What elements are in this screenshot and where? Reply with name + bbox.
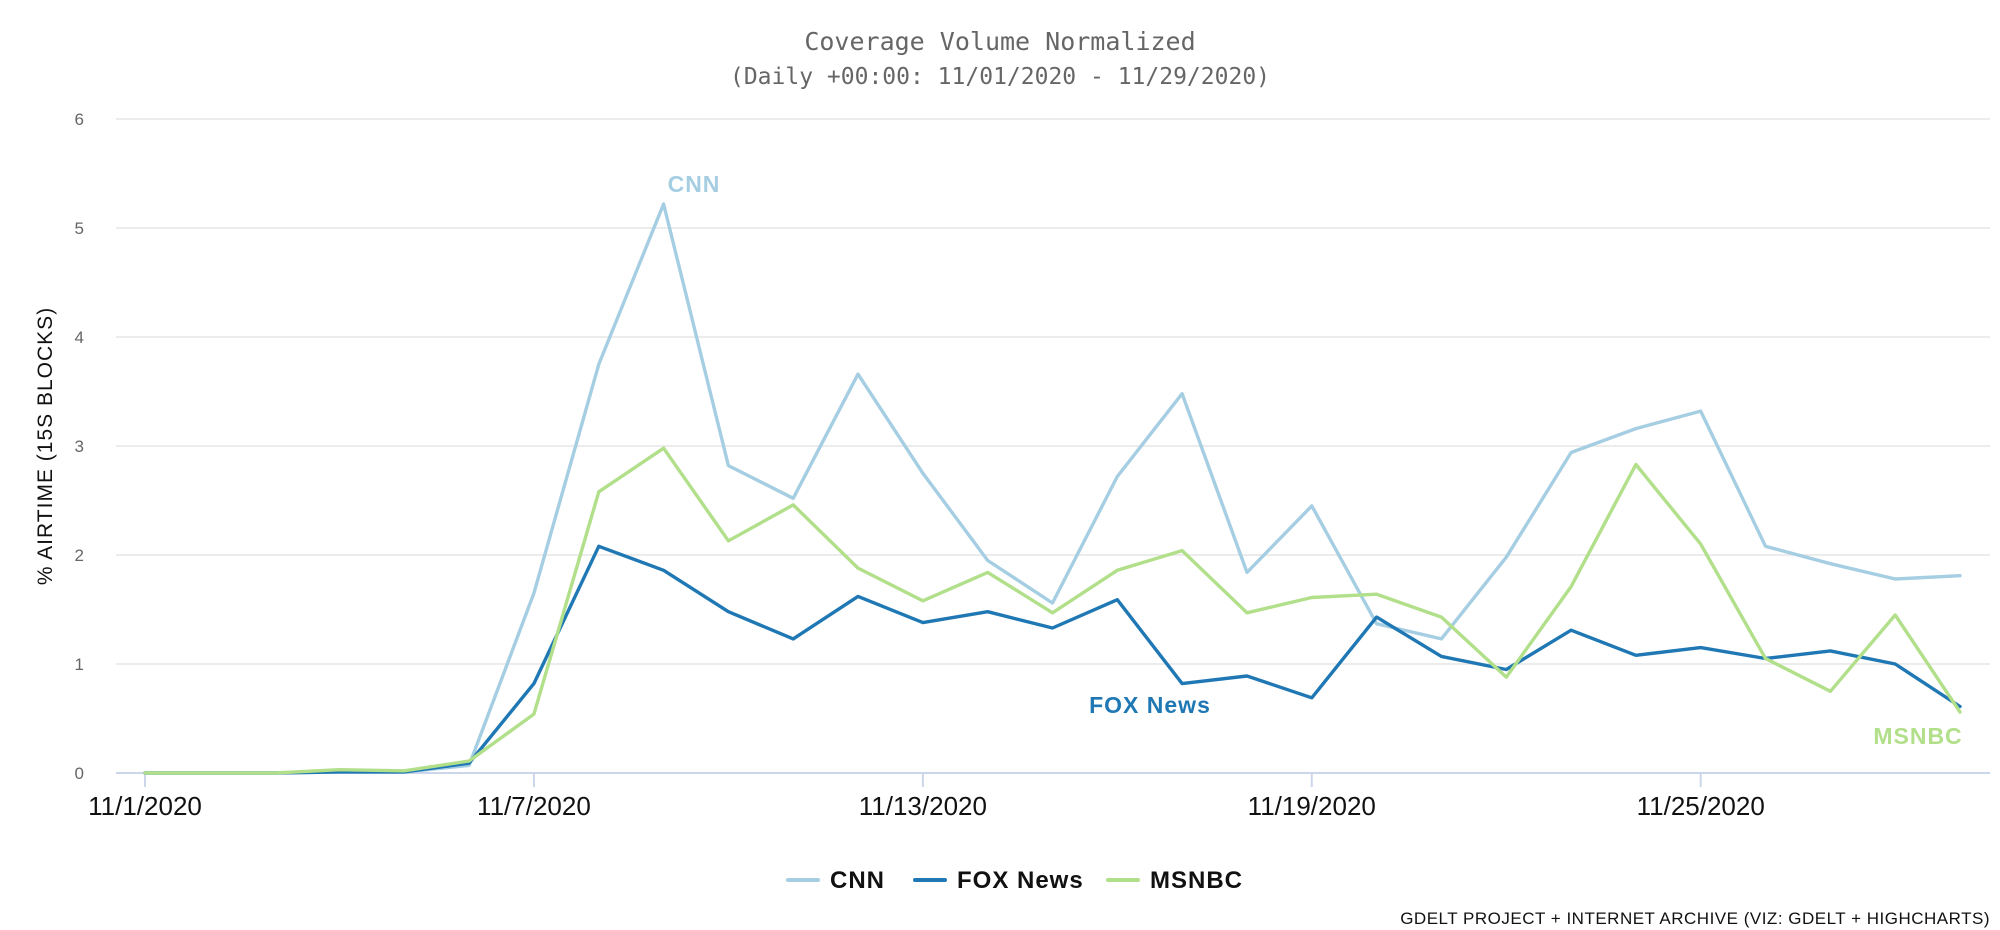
y-tick-label: 1 (75, 655, 84, 674)
series-line-cnn[interactable] (143, 202, 1962, 775)
x-tick-label: 11/1/2020 (88, 791, 202, 821)
series-annotations: CNN FOX News MSNBC (668, 171, 1962, 749)
x-tick-label: 11/19/2020 (1248, 791, 1376, 821)
annotation-fox-news: FOX News (1089, 692, 1211, 718)
y-tick-label: 6 (75, 110, 84, 129)
y-tick-label: 2 (75, 546, 84, 565)
annotation-cnn: CNN (668, 171, 721, 197)
y-tick-label: 4 (75, 328, 84, 347)
legend-label: CNN (830, 867, 885, 894)
legend-item-fox-news[interactable]: FOX News (913, 867, 1084, 894)
annotation-msnbc: MSNBC (1873, 723, 1962, 749)
legend-label: FOX News (957, 867, 1084, 894)
y-axis-tick-labels: 0 1 2 3 4 5 6 (75, 110, 84, 783)
x-tick-label: 11/25/2020 (1637, 791, 1765, 821)
series-lines (143, 202, 1962, 775)
x-axis: 11/1/2020 11/7/2020 11/13/2020 11/19/2020 11… (88, 772, 1990, 821)
gridlines (116, 118, 1990, 665)
legend-label: MSNBC (1150, 867, 1243, 894)
chart-title: Coverage Volume Normalized (804, 27, 1195, 56)
series-line-fox-news[interactable] (143, 544, 1962, 775)
y-axis-title: % AIRTIME (15S BLOCKS) (34, 307, 57, 585)
y-tick-label: 3 (75, 437, 84, 456)
y-tick-label: 5 (75, 219, 84, 238)
x-tick-label: 11/13/2020 (859, 791, 987, 821)
y-tick-label: 0 (75, 764, 84, 783)
legend-item-cnn[interactable]: CNN (786, 867, 885, 894)
series-line-msnbc[interactable] (143, 446, 1962, 775)
chart-subtitle: (Daily +00:00: 11/01/2020 - 11/29/2020) (730, 64, 1270, 90)
legend-item-msnbc[interactable]: MSNBC (1106, 867, 1243, 894)
x-tick-label: 11/7/2020 (477, 791, 591, 821)
legend[interactable]: CNN FOX News MSNBC (786, 867, 1243, 894)
credits-text[interactable]: GDELT PROJECT + INTERNET ARCHIVE (VIZ: G… (1400, 909, 1990, 928)
